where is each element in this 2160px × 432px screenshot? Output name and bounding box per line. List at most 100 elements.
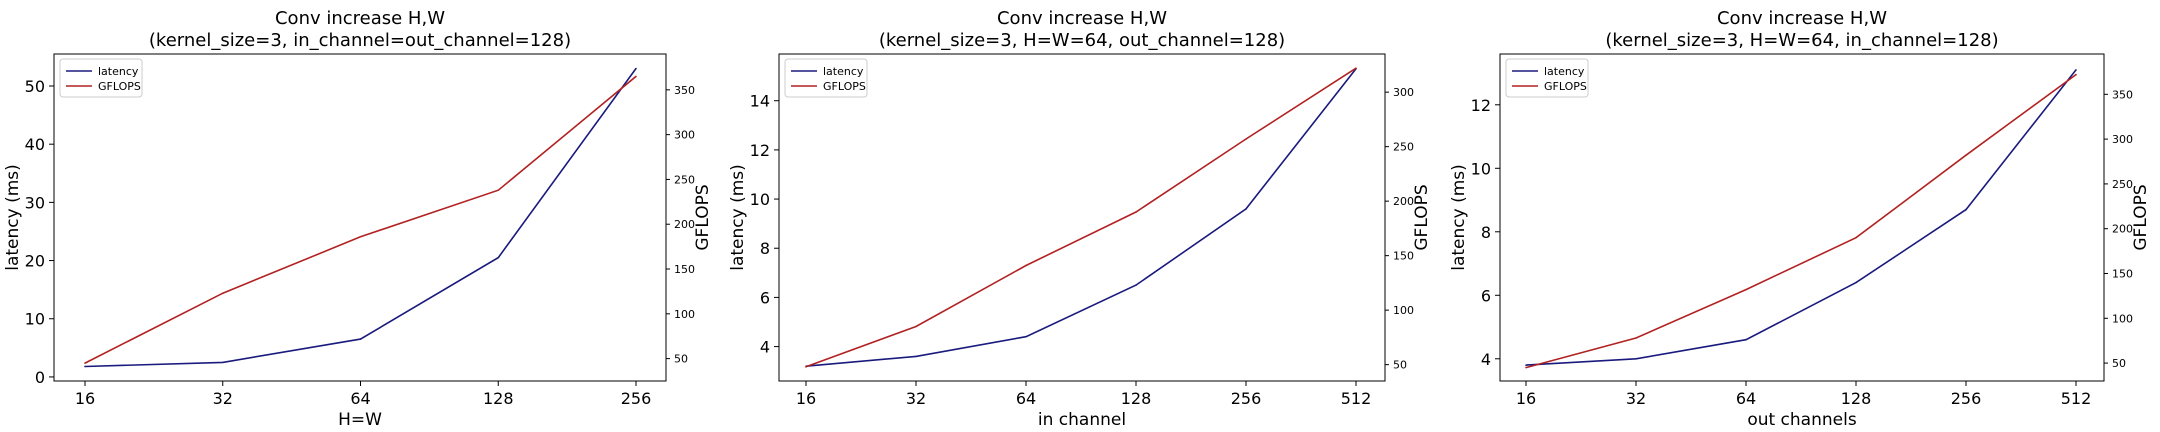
chart-subtitle: (kernel_size=3, H=W=64, out_channel=128)	[879, 30, 1285, 51]
left-y-axis-label: latency (ms)	[728, 164, 748, 271]
legend-label: GFLOPS	[98, 80, 141, 93]
left-y-tick-label: 0	[35, 368, 45, 387]
data-point-gflops	[497, 189, 500, 191]
chart-subtitle: (kernel_size=3, H=W=64, in_channel=128)	[1605, 30, 1998, 51]
x-tick-label: 512	[1341, 389, 1372, 408]
x-tick-label: 128	[1121, 389, 1152, 408]
x-tick-label: 32	[906, 389, 926, 408]
left-y-tick-label: 8	[760, 239, 770, 258]
series-line-gflops	[84, 75, 637, 364]
x-tick-label: 64	[1016, 389, 1036, 408]
right-y-tick-label: 200	[674, 218, 695, 231]
right-y-tick-label: 50	[2112, 357, 2126, 370]
series-line-latency	[1525, 69, 2077, 366]
left-y-tick-label: 14	[750, 92, 770, 111]
right-y-tick-label: 100	[2112, 312, 2133, 325]
data-point-gflops	[221, 292, 224, 295]
data-point-latency	[497, 256, 500, 259]
chart-title: Conv increase H,W	[275, 8, 445, 29]
legend: latency GFLOPS	[59, 58, 143, 98]
chart-panel-1: Conv increase H,W(kernel_size=3, in_chan…	[3, 8, 713, 430]
data-point-latency	[1855, 281, 1857, 284]
right-y-tick-label: 250	[2112, 178, 2133, 191]
data-point-latency	[221, 361, 224, 364]
data-point-gflops	[635, 75, 637, 78]
left-y-tick-label: 10	[750, 190, 770, 209]
x-tick-label: 256	[1951, 389, 1982, 408]
x-tick-label: 16	[1516, 389, 1536, 408]
chart-panel-2: Conv increase H,W(kernel_size=3, H=W=64,…	[728, 8, 1432, 430]
data-point-gflops	[1855, 236, 1857, 239]
data-point-latency	[1635, 357, 1637, 360]
legend: latency GFLOPS	[784, 58, 868, 98]
chart-title: Conv increase H,W	[997, 8, 1167, 29]
left-y-tick-label: 6	[760, 288, 770, 307]
right-y-tick-label: 300	[674, 129, 695, 142]
x-axis-label: out channels	[1747, 410, 1857, 430]
data-point-gflops	[1135, 211, 1137, 213]
left-y-tick-label: 20	[25, 252, 45, 271]
plot-area	[1499, 53, 2105, 382]
left-y-tick-label: 6	[1481, 286, 1491, 305]
data-point-gflops	[915, 325, 917, 328]
right-y-tick-label: 100	[1393, 304, 1414, 317]
x-tick-label: 128	[1841, 389, 1872, 408]
data-point-latency	[1245, 208, 1247, 210]
data-point-gflops	[1245, 138, 1247, 140]
legend-box	[59, 58, 143, 98]
left-y-tick-label: 4	[1481, 350, 1491, 369]
data-point-latency	[1745, 338, 1747, 341]
left-y-tick-label: 12	[1471, 96, 1491, 115]
data-point-latency	[1965, 208, 1967, 211]
x-tick-label: 16	[75, 389, 95, 408]
data-point-gflops	[1525, 366, 1527, 369]
x-tick-label: 512	[2061, 389, 2092, 408]
right-y-tick-label: 150	[1393, 250, 1414, 263]
left-y-tick-label: 30	[25, 193, 45, 212]
data-point-latency	[635, 67, 637, 70]
x-tick-label: 256	[621, 389, 652, 408]
data-point-latency	[359, 338, 362, 340]
right-y-tick-label: 350	[674, 84, 695, 97]
right-y-tick-label: 50	[1393, 359, 1407, 372]
data-point-gflops	[2075, 73, 2077, 76]
data-point-latency	[1525, 364, 1527, 366]
left-y-tick-label: 12	[750, 141, 770, 160]
series-line-gflops	[805, 67, 1357, 368]
x-tick-label: 32	[213, 389, 233, 408]
legend-label: latency	[98, 65, 139, 78]
chart-subtitle: (kernel_size=3, in_channel=out_channel=1…	[149, 30, 571, 51]
data-point-gflops	[1965, 154, 1967, 157]
left-y-axis-label: latency (ms)	[1449, 164, 1469, 271]
left-y-tick-label: 50	[25, 77, 45, 96]
x-tick-label: 128	[483, 389, 514, 408]
x-axis-label: H=W	[338, 410, 382, 430]
data-point-latency	[1135, 284, 1137, 286]
x-tick-label: 64	[350, 389, 370, 408]
data-point-latency	[915, 355, 917, 358]
data-point-gflops	[84, 362, 86, 364]
left-y-tick-label: 10	[25, 310, 45, 329]
legend-label: latency	[823, 65, 864, 78]
data-point-gflops	[1025, 264, 1027, 267]
legend-box	[1505, 58, 1589, 98]
right-y-axis-label: GFLOPS	[693, 184, 713, 250]
legend-label: GFLOPS	[1544, 80, 1587, 93]
right-y-tick-label: 50	[674, 353, 688, 366]
data-point-latency	[2075, 69, 2077, 71]
series-line-gflops	[1525, 73, 2077, 369]
legend: latency GFLOPS	[1505, 58, 1589, 98]
left-y-tick-label: 8	[1481, 223, 1491, 242]
data-point-gflops	[359, 235, 362, 238]
right-y-tick-label: 200	[2112, 223, 2133, 236]
data-point-gflops	[1355, 67, 1357, 69]
right-y-tick-label: 300	[2112, 133, 2133, 146]
x-tick-label: 64	[1736, 389, 1756, 408]
right-y-tick-label: 250	[674, 173, 695, 186]
x-tick-label: 32	[1626, 389, 1646, 408]
left-y-tick-label: 40	[25, 135, 45, 154]
chart-title: Conv increase H,W	[1717, 8, 1887, 29]
data-point-gflops	[805, 366, 807, 368]
right-y-axis-label: GFLOPS	[2131, 184, 2151, 250]
series-line-latency	[805, 68, 1357, 367]
